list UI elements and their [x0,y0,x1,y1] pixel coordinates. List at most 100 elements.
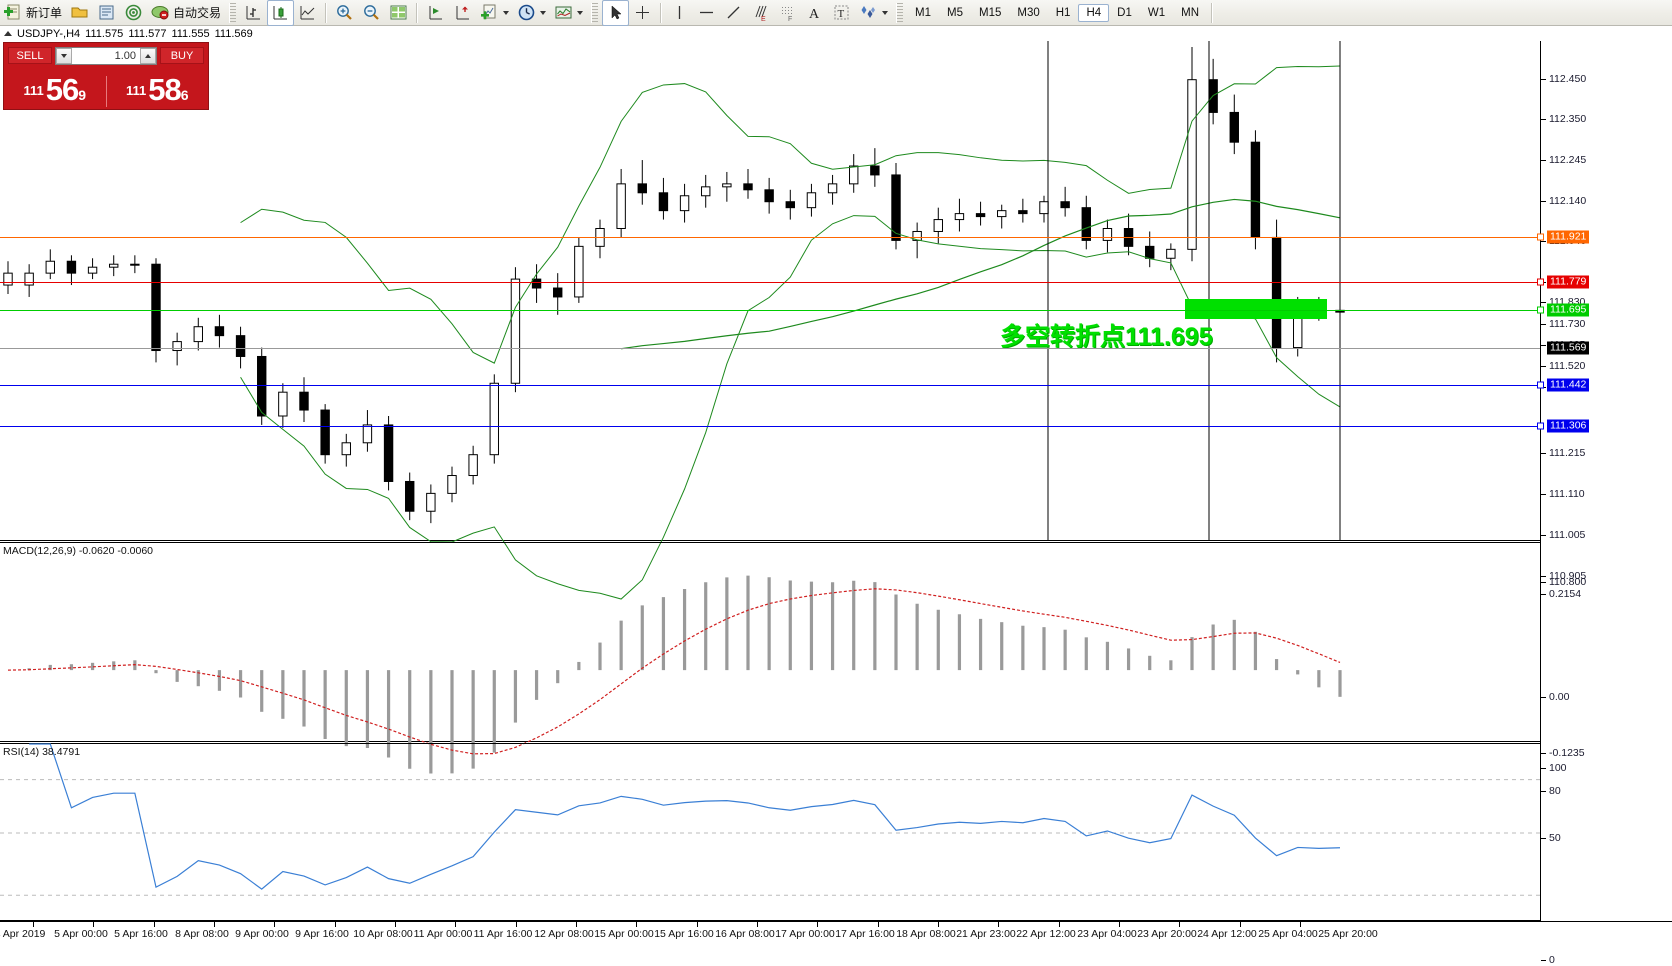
buy-price[interactable]: 111 58 6 [105,74,209,107]
macd-label: MACD(12,26,9) -0.0620 -0.0060 [3,545,153,557]
news-icon [99,5,114,20]
price-level-handle[interactable] [1537,233,1544,241]
fibo-fan-button[interactable]: F [774,0,801,26]
time-axis[interactable]: 4 Apr 2019 5 Apr 00:00 5 Apr 16:00 8 Apr 08… [0,921,1672,947]
timeframe-w1[interactable]: W1 [1147,6,1166,19]
price-level-label[interactable]: 111.569 [1547,341,1590,355]
shift-end-icon [456,6,470,20]
time-tick-label: 24 Apr 12:00 [1197,928,1257,940]
svg-text:A: A [809,7,820,22]
trendline-button[interactable] [720,0,747,26]
toolbar-grip-2[interactable] [591,2,599,23]
templates-button[interactable] [550,0,587,26]
main-toolbar: 新订单 自动交易 [0,0,1672,26]
price-level-line[interactable] [0,426,1540,427]
collapse-triangle-icon[interactable] [4,31,12,36]
price-level-label[interactable]: 111.695 [1547,303,1590,317]
timeframe-mn[interactable]: MN [1181,6,1199,19]
symbol-header: USDJPY-,H4 111.575 111.577 111.555 111.5… [0,26,1672,41]
toolbar-grip-3[interactable] [896,2,904,23]
timeframe-d1[interactable]: D1 [1117,6,1132,19]
zoom-out-button[interactable] [358,0,385,26]
templates-dropdown-caret[interactable] [577,10,584,15]
sell-price[interactable]: 111 56 9 [4,74,106,107]
new-order-button[interactable]: 新订单 [0,0,66,26]
sell-button[interactable]: SELL [8,47,52,64]
time-tick [697,922,698,927]
price-level-line[interactable] [0,385,1540,386]
text-label-icon: T [834,5,849,20]
price-level-label[interactable]: 111.921 [1547,230,1590,244]
text-button[interactable]: A [801,0,828,26]
ohlc-close: 111.569 [214,27,253,40]
timeframe-h4[interactable]: H4 [1078,3,1110,22]
price-level-label[interactable]: 111.779 [1547,275,1590,289]
price-tick-label: 110.905 [1549,570,1587,582]
period-button[interactable] [513,0,550,26]
volume-down-button[interactable] [56,47,72,64]
text-label-button[interactable]: T [828,0,855,26]
price-level-label[interactable]: 111.442 [1547,378,1590,392]
fibonacci-button[interactable]: E [747,0,774,26]
bar-chart-button[interactable] [240,0,267,26]
horizontal-line-icon [700,11,714,14]
time-tick [878,922,879,927]
price-level-handle[interactable] [1537,422,1544,430]
volume-stepper[interactable]: 1.00 [55,46,157,65]
timeframe-m30[interactable]: M30 [1017,6,1040,19]
price-level-handle[interactable] [1537,306,1544,314]
vertical-line-button[interactable] [666,0,693,26]
shapes-button[interactable] [855,0,892,26]
volume-up-button[interactable] [140,47,156,64]
timeframe-m15[interactable]: M15 [979,6,1002,19]
zoom-in-icon [337,5,352,20]
chart-annotation-text[interactable]: 多空转折点111.695 [1000,323,1213,351]
indicator-add-icon [481,4,496,20]
price-level-line[interactable] [0,348,1540,349]
autotrading-button[interactable]: 自动交易 [147,0,225,26]
shapes-dropdown-caret[interactable] [882,10,889,15]
buy-button[interactable]: BUY [160,47,204,64]
rsi-pane[interactable]: RSI(14) 38.4791 [0,743,1540,921]
time-tick [938,922,939,927]
signal-button[interactable] [120,0,147,26]
volume-value[interactable]: 1.00 [114,49,136,62]
toolbar-grip-1[interactable] [229,2,237,23]
candlestick-chart-button[interactable] [267,0,295,26]
price-level-label[interactable]: 111.306 [1547,419,1590,433]
macd-pane[interactable]: MACD(12,26,9) -0.0620 -0.0060 [0,542,1540,774]
shift-end-button[interactable] [449,0,476,26]
period-dropdown-caret[interactable] [540,10,547,15]
news-button[interactable] [93,0,120,26]
one-click-trading-panel[interactable]: SELL 1.00 BUY 111 56 9 111 58 6 [3,42,209,110]
price-level-line[interactable] [0,237,1540,238]
shift-start-button[interactable] [422,0,449,26]
timeframe-h1[interactable]: H1 [1055,6,1071,19]
timeframe-m5[interactable]: M5 [947,6,963,19]
svg-text:E: E [761,16,766,22]
price-level-line[interactable] [0,310,1540,311]
folder-button[interactable] [66,0,93,26]
price-pane[interactable]: 多空转折点111.695 [0,41,1540,600]
cursor-button[interactable] [602,0,630,26]
price-level-line[interactable] [0,282,1540,283]
grid-button[interactable] [385,0,412,26]
indicator-dropdown-caret[interactable] [503,10,510,15]
line-chart-button[interactable] [294,0,321,26]
horizontal-line-button[interactable] [693,0,720,26]
time-tick [93,922,94,927]
buy-price-pip: 6 [180,87,189,103]
price-level-handle[interactable] [1537,278,1544,286]
price-level-handle[interactable] [1537,381,1544,389]
indicator-add-button[interactable] [476,0,513,26]
timeframe-m1[interactable]: M1 [915,6,932,19]
crosshair-button[interactable] [629,0,656,26]
highlight-rectangle[interactable] [1185,299,1327,319]
time-tick-label: 18 Apr 08:00 [896,928,956,940]
chart-area[interactable]: 多空转折点111.695 MACD(12,26,9) -0.0620 -0.00… [0,41,1672,966]
time-tick [576,922,577,927]
price-tick [1541,119,1546,120]
zoom-in-button[interactable] [331,0,358,26]
price-axis[interactable]: 112.450112.350112.245112.140112.040111.9… [1537,41,1672,966]
time-tick-label: 22 Apr 12:00 [1016,928,1076,940]
